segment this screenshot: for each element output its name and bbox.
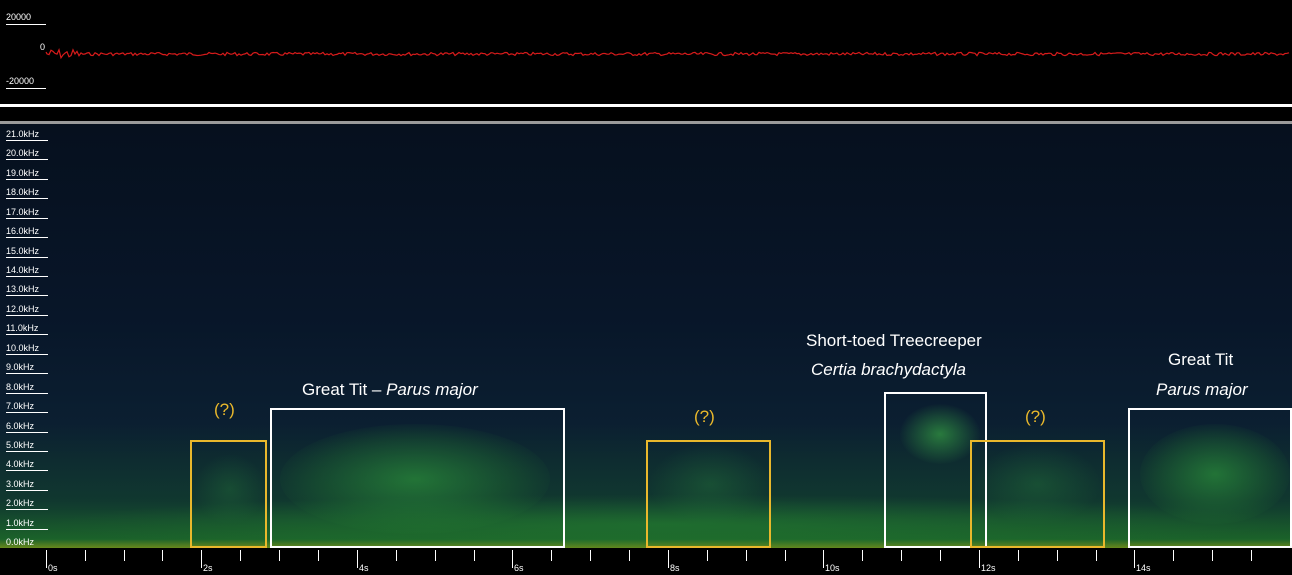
annotation-great-tit-2-latin: Parus major — [1156, 380, 1248, 399]
time-label: 4s — [359, 563, 369, 573]
annotation-great-tit: Great Tit – Parus major — [302, 380, 478, 400]
time-label: 12s — [981, 563, 996, 573]
time-tick-minor — [124, 550, 125, 561]
annotation-treecreeper-common: Short-toed Treecreeper — [806, 331, 982, 350]
time-tick-minor — [396, 550, 397, 561]
time-tick-major — [1134, 550, 1135, 568]
freq-label: 8.0kHz — [6, 382, 49, 394]
freq-label: 7.0kHz — [6, 401, 49, 413]
time-tick-minor — [1212, 550, 1213, 561]
time-tick-minor — [435, 550, 436, 561]
spectrogram-panel[interactable]: 21.0kHz 20.0kHz 19.0kHz 18.0kHz 17.0kHz … — [0, 124, 1292, 552]
freq-label: 3.0kHz — [6, 479, 49, 491]
time-tick-minor — [318, 550, 319, 561]
annotation-great-tit-2-common: Great Tit — [1168, 350, 1234, 369]
time-tick-minor — [590, 550, 591, 561]
time-tick-minor — [1096, 550, 1097, 561]
time-tick-minor — [862, 550, 863, 561]
time-tick-minor — [785, 550, 786, 561]
selection-box-great-tit-2[interactable] — [1128, 408, 1292, 548]
frequency-axis: 21.0kHz 20.0kHz 19.0kHz 18.0kHz 17.0kHz … — [0, 124, 50, 552]
time-tick-minor — [474, 550, 475, 561]
freq-label: 12.0kHz — [6, 304, 49, 316]
freq-label: 10.0kHz — [6, 343, 49, 355]
time-tick-major — [512, 550, 513, 568]
freq-label: 17.0kHz — [6, 207, 49, 219]
freq-label: 2.0kHz — [6, 498, 49, 510]
selection-box-great-tit[interactable] — [270, 408, 565, 548]
amplitude-label-zero: 0 — [40, 42, 46, 52]
unknown-2-energy — [650, 444, 770, 524]
freq-label: 11.0kHz — [6, 323, 49, 335]
time-tick-minor — [940, 550, 941, 561]
selection-box-treecreeper[interactable] — [884, 392, 987, 548]
freq-label: 0.0kHz — [6, 537, 49, 549]
time-tick-major — [979, 550, 980, 568]
time-label: 2s — [203, 563, 213, 573]
time-tick-minor — [1018, 550, 1019, 561]
freq-label: 15.0kHz — [6, 246, 49, 258]
selection-box-unknown-1[interactable] — [190, 440, 267, 548]
time-tick-minor — [85, 550, 86, 561]
waveform-trace — [45, 48, 1290, 60]
time-tick-minor — [240, 550, 241, 561]
panel-divider-top[interactable] — [0, 104, 1292, 107]
freq-label: 5.0kHz — [6, 440, 49, 452]
amplitude-label-min: -20000 — [6, 76, 35, 86]
time-tick-minor — [1251, 550, 1252, 561]
low-frequency-noise — [40, 494, 1290, 552]
time-tick-minor — [707, 550, 708, 561]
time-tick-minor — [1173, 550, 1174, 561]
panel-divider-bottom[interactable] — [0, 121, 1292, 124]
time-tick-minor — [162, 550, 163, 561]
amplitude-tick-min — [6, 88, 46, 89]
freq-label: 13.0kHz — [6, 284, 49, 296]
freq-label: 21.0kHz — [6, 129, 49, 141]
annotation-great-tit-latin: Parus major — [386, 380, 478, 399]
time-tick-major — [668, 550, 669, 568]
amplitude-tick-max — [6, 24, 46, 25]
annotation-unknown-1: (?) — [214, 400, 235, 419]
annotation-treecreeper-latin: Certia brachydactyla — [811, 360, 966, 379]
great-tit-song-energy — [280, 424, 550, 534]
freq-label: 20.0kHz — [6, 148, 49, 160]
freq-label: 19.0kHz — [6, 168, 49, 180]
amplitude-label-max: 20000 — [6, 12, 32, 22]
time-tick-minor — [279, 550, 280, 561]
freq-label: 16.0kHz — [6, 226, 49, 238]
time-label: 6s — [514, 563, 524, 573]
unknown-1-energy — [195, 454, 265, 524]
time-tick-minor — [629, 550, 630, 561]
time-tick-major — [46, 550, 47, 568]
time-tick-major — [201, 550, 202, 568]
annotation-unknown-2: (?) — [694, 407, 715, 426]
freq-label: 4.0kHz — [6, 459, 49, 471]
time-label: 10s — [825, 563, 840, 573]
freq-label: 6.0kHz — [6, 421, 49, 433]
time-tick-minor — [746, 550, 747, 561]
selection-box-unknown-2[interactable] — [646, 440, 771, 548]
annotation-unknown-3: (?) — [1025, 407, 1046, 426]
time-tick-minor — [901, 550, 902, 561]
treecreeper-song-energy — [900, 404, 980, 464]
time-label: 14s — [1136, 563, 1151, 573]
time-tick-minor — [1057, 550, 1058, 561]
freq-label: 14.0kHz — [6, 265, 49, 277]
annotation-great-tit-common: Great Tit – — [302, 380, 387, 399]
time-label: 8s — [670, 563, 680, 573]
freq-label: 18.0kHz — [6, 187, 49, 199]
panel-gap — [0, 107, 1292, 121]
freq-label: 9.0kHz — [6, 362, 49, 374]
great-tit-2-song-energy — [1140, 424, 1290, 524]
freq-label: 1.0kHz — [6, 518, 49, 530]
unknown-3-energy — [975, 444, 1100, 524]
selection-box-unknown-3[interactable] — [970, 440, 1105, 548]
time-tick-major — [357, 550, 358, 568]
time-label: 0s — [48, 563, 58, 573]
waveform-panel[interactable]: 20000 0 -20000 — [0, 0, 1292, 106]
time-axis[interactable]: 0s 2s 4s 6s 8s 10s 12s 14s — [0, 548, 1292, 575]
time-tick-minor — [551, 550, 552, 561]
time-tick-major — [823, 550, 824, 568]
